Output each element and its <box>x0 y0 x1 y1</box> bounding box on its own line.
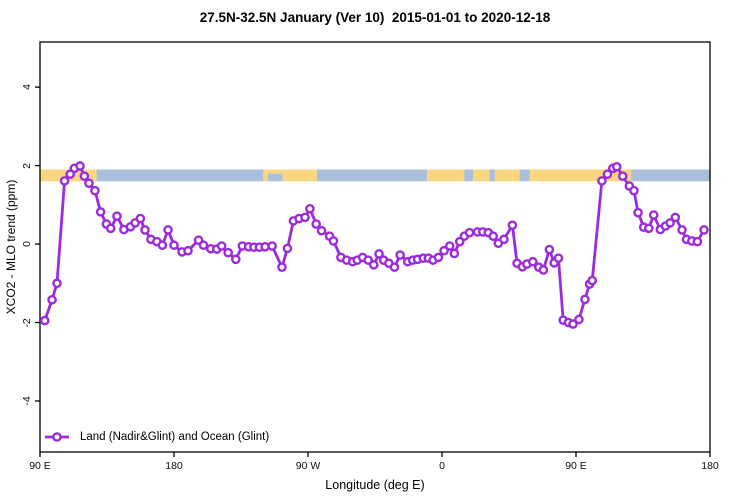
x-tick-label: 180 <box>701 460 719 472</box>
data-point <box>169 240 179 251</box>
data-point <box>282 243 293 254</box>
data-point <box>389 262 400 273</box>
data-point <box>300 212 310 223</box>
plot-border <box>39 41 711 453</box>
data-point <box>369 260 379 270</box>
data-point <box>574 314 584 325</box>
data-point <box>84 178 94 189</box>
map-strip-land-segment <box>529 169 632 182</box>
data-point <box>305 203 315 214</box>
data-point <box>395 250 405 260</box>
map-strip-land-segment <box>473 169 490 182</box>
data-point <box>79 171 90 181</box>
data-point <box>587 275 598 286</box>
data-point <box>75 161 85 171</box>
data-point <box>105 223 116 234</box>
y-tick-label: 2 <box>21 162 33 169</box>
data-point <box>633 207 643 218</box>
x-tick-label: 180 <box>165 460 183 472</box>
data-point <box>670 212 681 223</box>
map-strip-land-segment <box>263 169 268 182</box>
data-point <box>39 315 50 326</box>
data-point <box>52 278 62 289</box>
legend-line-marker-icon <box>45 432 69 442</box>
data-point <box>617 171 628 181</box>
data-point <box>464 227 475 238</box>
data-point <box>580 294 590 305</box>
map-strip-ocean-segment <box>489 169 495 182</box>
data-point <box>602 169 613 180</box>
data-point <box>488 231 499 242</box>
data-point <box>444 241 455 251</box>
data-point <box>538 265 549 275</box>
data-point <box>328 236 339 246</box>
data-point <box>439 245 449 256</box>
x-tick-label: 90 E <box>29 460 51 472</box>
map-strip-land-segment <box>494 169 520 182</box>
data-point <box>216 241 227 251</box>
data-point <box>140 225 150 235</box>
data-point <box>163 225 173 235</box>
legend: Land (Nadir&Glint) and Ocean (Glint) <box>44 429 269 445</box>
data-point <box>311 219 321 229</box>
map-strip-ocean-segment <box>464 169 474 182</box>
data-point <box>677 225 687 235</box>
map-strip-land-segment <box>282 169 317 182</box>
y-tick-label: 0 <box>21 241 33 247</box>
data-point <box>59 176 70 186</box>
data-point <box>553 253 564 263</box>
chart-title: 27.5N-32.5N January (Ver 10) 2015-01-01 … <box>199 10 551 25</box>
y-tick-label: 4 <box>21 84 33 91</box>
data-point <box>644 223 654 234</box>
data-point <box>183 245 193 256</box>
map-strip-ocean-segment <box>267 173 283 182</box>
data-point <box>230 254 241 265</box>
data-point <box>692 236 703 247</box>
data-point <box>597 176 607 186</box>
data-point <box>90 185 100 196</box>
data-point <box>629 185 639 196</box>
data-point <box>363 255 373 265</box>
data-point <box>223 247 233 258</box>
x-axis-title: Longitude (deg E) <box>325 478 425 492</box>
data-point <box>507 220 518 231</box>
x-tick-label: 0 <box>439 460 445 472</box>
data-point <box>316 225 327 236</box>
map-strip-land-segment <box>427 169 465 182</box>
map-strip-ocean-segment <box>96 169 264 182</box>
data-point <box>433 252 444 263</box>
data-point <box>198 240 209 251</box>
data-point <box>544 244 555 255</box>
y-tick-label: -2 <box>21 317 33 328</box>
x-tick-label: 90 E <box>565 460 587 472</box>
map-strip-ocean-segment <box>316 169 428 182</box>
data-point <box>47 294 57 305</box>
data-point <box>449 248 460 259</box>
data-point <box>277 262 287 273</box>
data-point <box>699 225 709 235</box>
map-strip-land-segment <box>267 169 283 174</box>
data-point <box>157 240 168 251</box>
y-axis-title: XCO2 - MLO trend (ppm) <box>4 179 18 315</box>
data-point <box>568 319 578 329</box>
data-point <box>611 161 622 172</box>
data-point <box>528 256 538 267</box>
x-tick-label: 90 W <box>295 460 321 472</box>
data-point <box>648 210 659 220</box>
data-point <box>374 249 384 259</box>
legend-label: Land (Nadir&Glint) and Ocean (Glint) <box>80 431 270 443</box>
data-point <box>665 218 675 228</box>
data-point <box>112 211 122 222</box>
data-point <box>499 234 509 245</box>
data-point <box>95 207 106 217</box>
data-line <box>43 164 706 326</box>
map-strip-ocean-segment <box>631 169 710 182</box>
data-point <box>267 241 277 251</box>
y-tick-label: -4 <box>21 396 33 406</box>
map-strip-ocean-segment <box>519 169 530 182</box>
data-point <box>135 213 146 224</box>
